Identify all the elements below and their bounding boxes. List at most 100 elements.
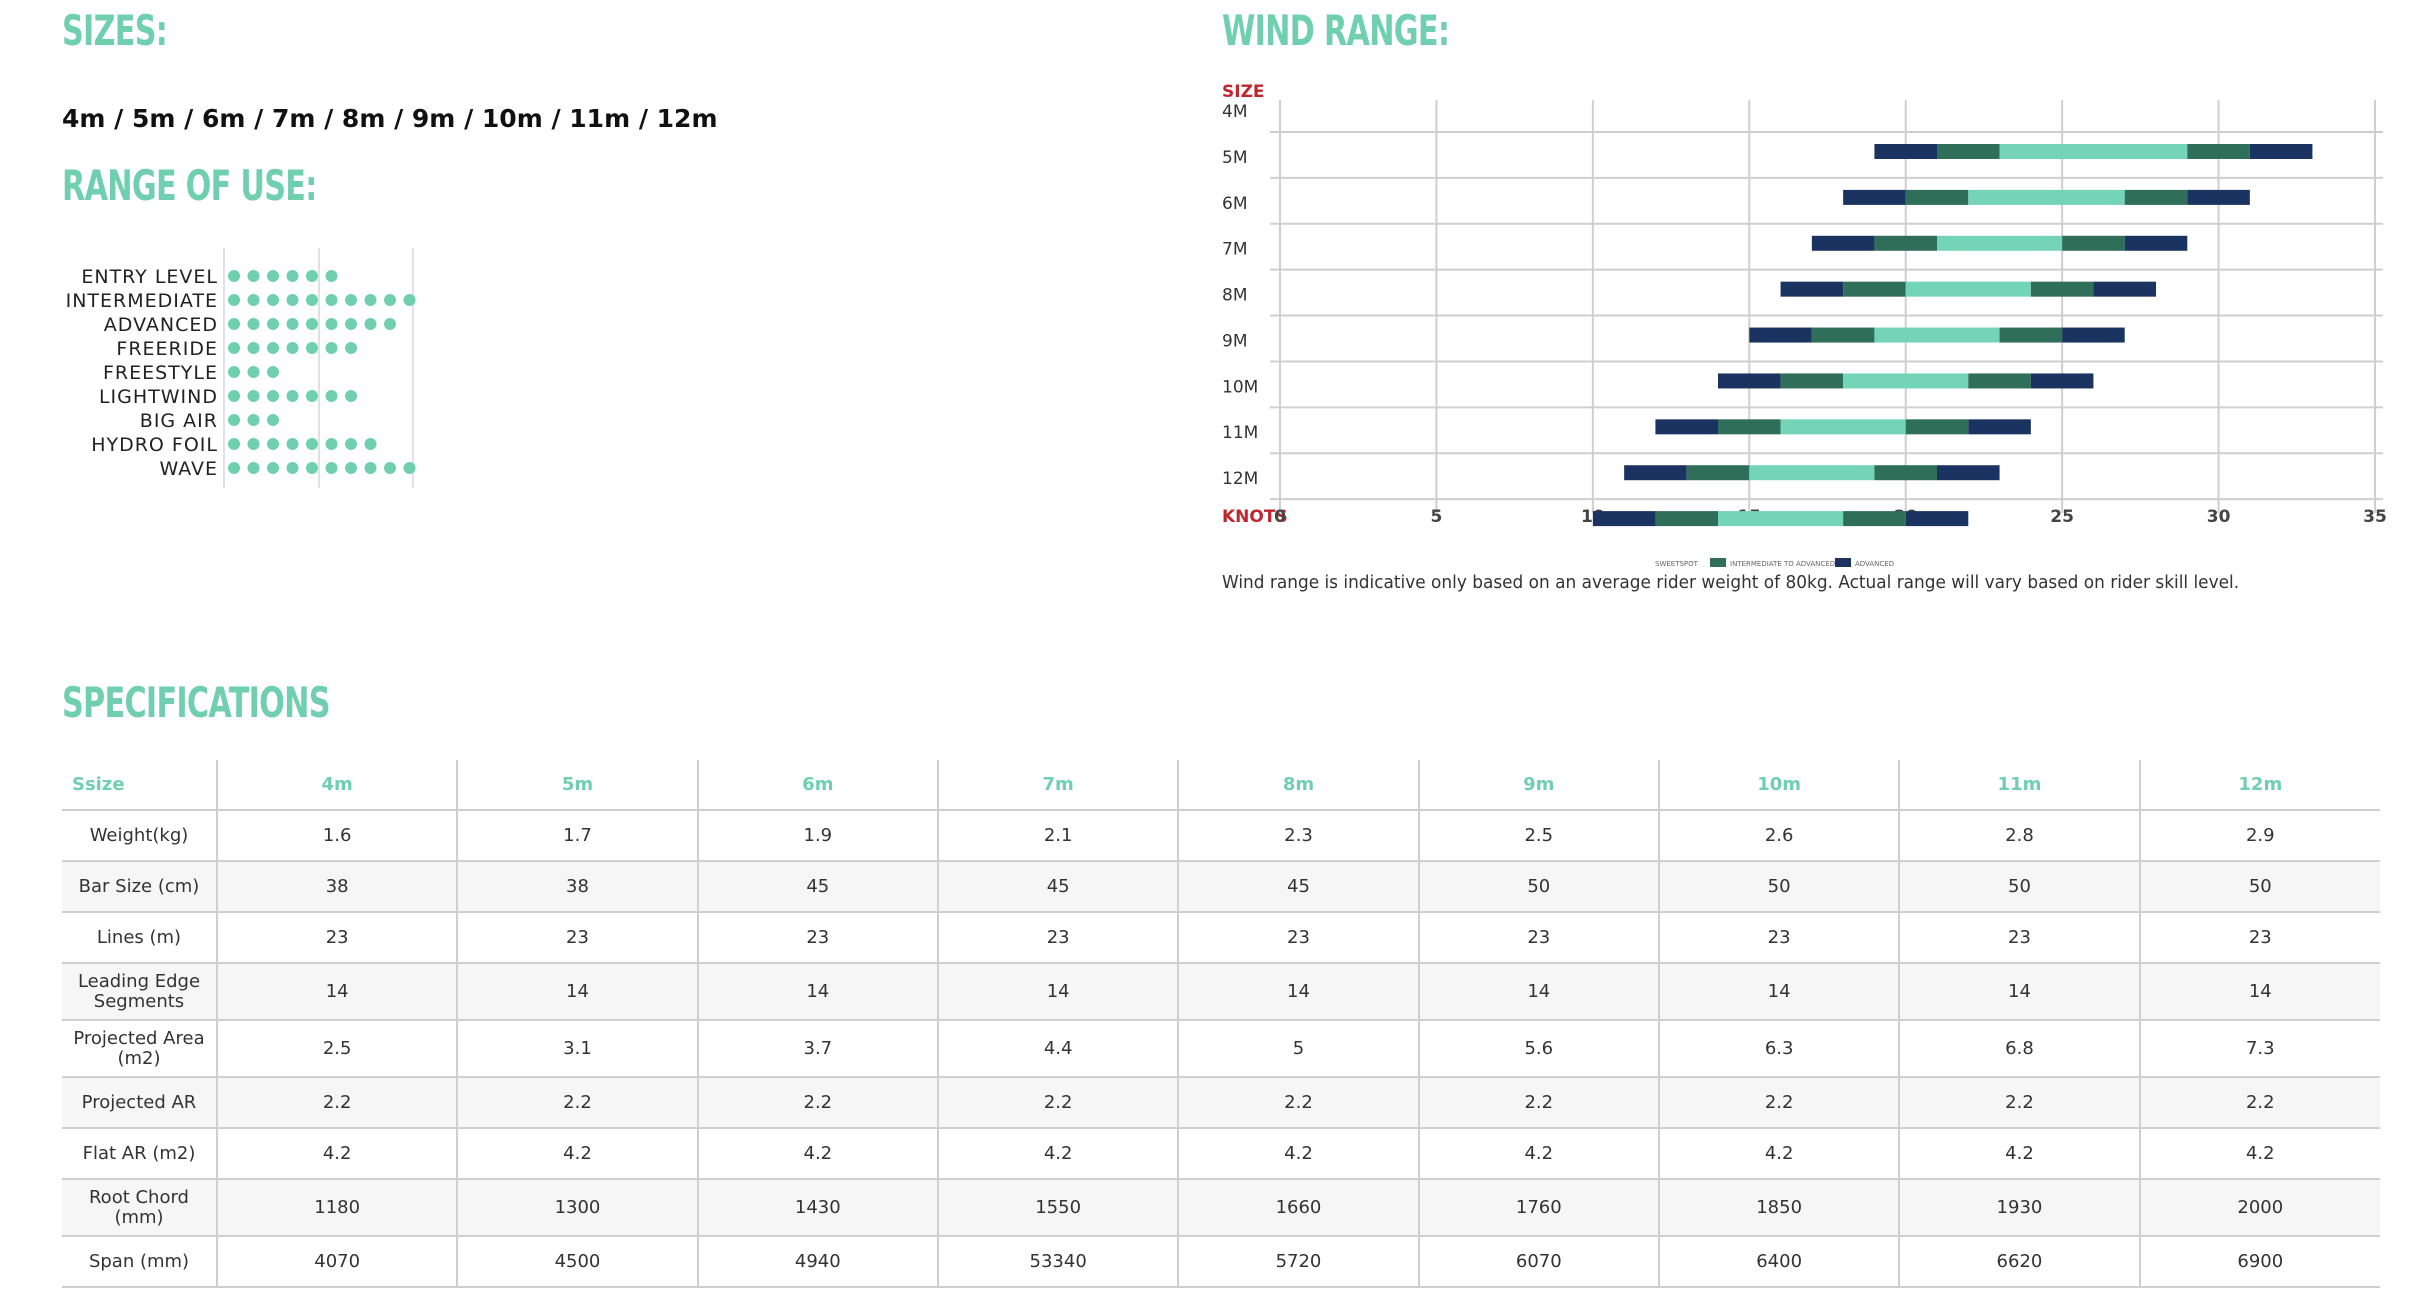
wind-bar-segment-advanced (1843, 189, 1906, 205)
spec-cell: 6.8 (1898, 1020, 2140, 1078)
wind-bar-segment-sweetspot (1874, 327, 2000, 343)
spec-cell: 2.2 (456, 1077, 698, 1129)
range-dot (345, 462, 357, 474)
spec-cell: 2.2 (936, 1077, 1179, 1129)
range-dot (325, 270, 338, 282)
wind-bar-segment-intermediate (1811, 327, 1875, 343)
specs-header-size: 4m (215, 760, 458, 811)
size-axis-label: SIZE (1222, 82, 1265, 102)
wind-bar-segment-intermediate (1968, 373, 2031, 389)
size-row-label: 6M (1222, 194, 1247, 214)
range-label: BIG AIR (140, 410, 218, 432)
range-dot (247, 318, 260, 330)
wind-range-heading: WIND RANGE: (1222, 6, 1450, 55)
spec-cell: 45 (696, 861, 938, 913)
legend-swatch (1835, 558, 1851, 567)
size-row-label: 11M (1222, 423, 1258, 443)
spec-cell: 2.1 (936, 810, 1179, 862)
spec-cell: 6.3 (1657, 1020, 1900, 1078)
x-tick-label: 0 (1274, 507, 1286, 527)
x-tick-label: 30 (2207, 507, 2231, 527)
range-dot (384, 462, 396, 474)
range-dot (345, 318, 357, 330)
spec-cell: 14 (1898, 963, 2140, 1021)
range-dot (403, 462, 416, 474)
wind-bar-segment-sweetspot (1843, 373, 1969, 389)
table-row: Flat AR (m2) 4.2 4.2 4.2 4.2 4.2 4.2 4.2 4.2 4.2 (62, 1128, 2380, 1180)
wind-bar-segment-advanced (2062, 327, 2125, 343)
spec-cell: 1.6 (215, 810, 458, 862)
range-dot (228, 414, 240, 426)
table-row: Leading Edge Segments 14 14 14 14 14 14 14 14 14 (62, 963, 2380, 1021)
wind-bar-segment-intermediate (2124, 189, 2188, 205)
spec-cell: 5 (1177, 1020, 1419, 1078)
spec-cell: 2.2 (215, 1077, 458, 1129)
range-dot (325, 294, 338, 306)
wind-bar-segment-advanced (1624, 465, 1687, 481)
range-dot (345, 294, 357, 306)
spec-cell: 4500 (456, 1236, 698, 1288)
spec-row-label: Span (mm) (62, 1236, 217, 1288)
spec-cell: 5720 (1177, 1236, 1419, 1288)
spec-row-label: Projected AR (62, 1077, 217, 1129)
wind-bar-segment-intermediate (1905, 189, 1969, 205)
range-dot (325, 462, 338, 474)
range-dot (267, 390, 279, 402)
wind-bar-segment-advanced (2249, 144, 2313, 159)
spec-row-label: Bar Size (cm) (62, 861, 217, 913)
range-dot (247, 390, 260, 402)
wind-bar-segment-sweetspot (1780, 419, 1906, 435)
range-dot (286, 438, 299, 450)
knots-axis-label: KNOTS (1222, 507, 1288, 527)
wind-bar-segment-advanced (2124, 235, 2188, 251)
table-row: Root Chord (mm) 1180 1300 1430 1550 1660 1760 1… (62, 1179, 2380, 1237)
wind-bar-segment-advanced (2030, 373, 2094, 389)
range-dot (228, 318, 240, 330)
spec-row-label: Leading Edge Segments (62, 963, 217, 1021)
spec-cell: 23 (1898, 912, 2140, 964)
spec-cell: 14 (1417, 963, 1659, 1021)
range-label: INTERMEDIATE (66, 290, 218, 312)
wind-bar-segment-intermediate (2030, 281, 2094, 297)
range-dot (286, 270, 299, 282)
spec-cell: 2.2 (1417, 1077, 1659, 1129)
spec-cell: 50 (1898, 861, 2140, 913)
specs-header-size: 11m (1898, 760, 2140, 811)
range-dot (286, 318, 299, 330)
spec-cell: 23 (2138, 912, 2380, 964)
wind-bar-segment-advanced (1937, 465, 2000, 481)
spec-cell: 53340 (936, 1236, 1179, 1288)
spec-cell: 14 (456, 963, 698, 1021)
wind-bar-segment-intermediate (2062, 235, 2125, 251)
spec-cell: 1.7 (456, 810, 698, 862)
spec-cell: 2.3 (1177, 810, 1419, 862)
spec-cell: 50 (1417, 861, 1659, 913)
spec-cell: 1180 (215, 1179, 458, 1237)
range-label: HYDRO FOIL (91, 434, 218, 456)
spec-cell: 6620 (1898, 1236, 2140, 1288)
spec-cell: 1760 (1417, 1179, 1659, 1237)
specs-header-size: 7m (936, 760, 1179, 811)
spec-cell: 1930 (1898, 1179, 2140, 1237)
range-dot (306, 318, 318, 330)
spec-cell: 6400 (1657, 1236, 1900, 1288)
table-row: Weight(kg) 1.6 1.7 1.9 2.1 2.3 2.5 2.6 2.8 2.9 (62, 810, 2380, 862)
spec-cell: 23 (1417, 912, 1659, 964)
range-label: ENTRY LEVEL (81, 266, 218, 288)
spec-cell: 3.1 (456, 1020, 698, 1078)
spec-cell: 38 (215, 861, 458, 913)
range-dot (267, 342, 279, 354)
spec-cell: 7.3 (2138, 1020, 2380, 1078)
spec-cell: 23 (696, 912, 938, 964)
spec-cell: 2.2 (1657, 1077, 1900, 1129)
wind-bar-segment-intermediate (1937, 144, 2000, 159)
table-row: Span (mm) 4070 4500 4940 53340 5720 6070 6400 66… (62, 1236, 2380, 1288)
spec-cell: 14 (1657, 963, 1900, 1021)
wind-bar-segment-advanced (1874, 144, 1937, 159)
wind-range-chart: SIZEKNOTS051015202530354M5M6M7M8M9M10M11… (1222, 82, 2387, 568)
range-dot (247, 438, 260, 450)
range-dot (286, 342, 299, 354)
spec-cell: 4.2 (1177, 1128, 1419, 1180)
range-dot (228, 462, 240, 474)
spec-cell: 5.6 (1417, 1020, 1659, 1078)
